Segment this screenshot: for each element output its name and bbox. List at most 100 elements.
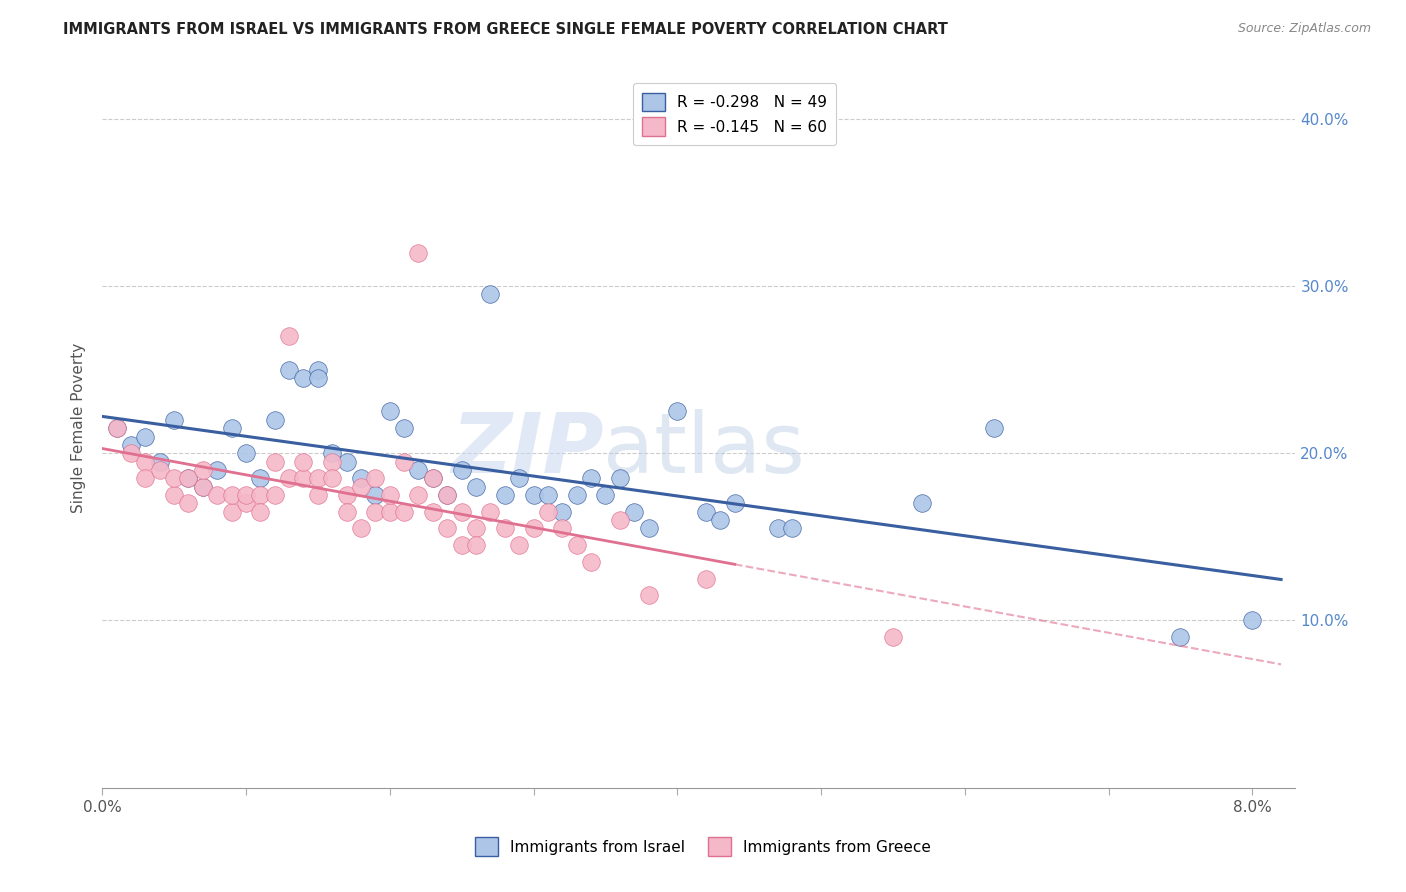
Point	[911, 496, 934, 510]
Point	[235, 446, 257, 460]
Text: Source: ZipAtlas.com: Source: ZipAtlas.com	[1237, 22, 1371, 36]
Point	[408, 245, 430, 260]
Point	[336, 505, 359, 519]
Point	[278, 329, 301, 343]
Point	[1241, 614, 1264, 628]
Point	[479, 287, 502, 301]
Point	[392, 454, 415, 468]
Point	[378, 505, 401, 519]
Point	[177, 471, 200, 485]
Point	[565, 488, 588, 502]
Point	[364, 471, 387, 485]
Point	[177, 496, 200, 510]
Point	[422, 471, 444, 485]
Point	[551, 505, 574, 519]
Point	[321, 471, 343, 485]
Point	[479, 505, 502, 519]
Point	[105, 421, 128, 435]
Point	[637, 521, 659, 535]
Point	[149, 463, 172, 477]
Point	[436, 488, 458, 502]
Point	[350, 480, 373, 494]
Point	[307, 371, 329, 385]
Point	[378, 404, 401, 418]
Point	[134, 429, 156, 443]
Point	[205, 463, 228, 477]
Y-axis label: Single Female Poverty: Single Female Poverty	[72, 343, 86, 513]
Point	[579, 471, 602, 485]
Point	[321, 454, 343, 468]
Point	[408, 463, 430, 477]
Point	[522, 521, 544, 535]
Point	[364, 505, 387, 519]
Text: ZIP: ZIP	[451, 409, 603, 491]
Legend: R = -0.298   N = 49, R = -0.145   N = 60: R = -0.298 N = 49, R = -0.145 N = 60	[633, 83, 837, 145]
Point	[221, 421, 243, 435]
Point	[494, 521, 516, 535]
Point	[623, 505, 645, 519]
Point	[450, 505, 472, 519]
Point	[465, 521, 488, 535]
Point	[422, 471, 444, 485]
Point	[292, 454, 315, 468]
Point	[177, 471, 200, 485]
Point	[120, 446, 142, 460]
Point	[191, 463, 214, 477]
Point	[595, 488, 617, 502]
Point	[249, 505, 271, 519]
Point	[249, 488, 271, 502]
Legend: Immigrants from Israel, Immigrants from Greece: Immigrants from Israel, Immigrants from …	[468, 831, 938, 862]
Point	[983, 421, 1005, 435]
Point	[522, 488, 544, 502]
Point	[292, 371, 315, 385]
Point	[191, 480, 214, 494]
Point	[321, 446, 343, 460]
Point	[278, 362, 301, 376]
Point	[350, 521, 373, 535]
Point	[149, 454, 172, 468]
Point	[637, 588, 659, 602]
Point	[408, 488, 430, 502]
Point	[221, 488, 243, 502]
Point	[307, 488, 329, 502]
Point	[422, 505, 444, 519]
Point	[392, 421, 415, 435]
Point	[537, 505, 560, 519]
Text: atlas: atlas	[603, 409, 806, 491]
Point	[378, 488, 401, 502]
Point	[537, 488, 560, 502]
Point	[336, 488, 359, 502]
Point	[307, 471, 329, 485]
Point	[709, 513, 731, 527]
Point	[436, 488, 458, 502]
Point	[695, 505, 717, 519]
Point	[392, 505, 415, 519]
Point	[609, 471, 631, 485]
Point	[508, 471, 530, 485]
Point	[235, 488, 257, 502]
Point	[263, 413, 285, 427]
Point	[292, 471, 315, 485]
Point	[163, 471, 186, 485]
Point	[609, 513, 631, 527]
Point	[882, 630, 904, 644]
Point	[465, 538, 488, 552]
Point	[336, 454, 359, 468]
Point	[191, 480, 214, 494]
Point	[782, 521, 804, 535]
Point	[364, 488, 387, 502]
Point	[263, 488, 285, 502]
Point	[134, 454, 156, 468]
Point	[205, 488, 228, 502]
Point	[766, 521, 789, 535]
Point	[163, 488, 186, 502]
Point	[263, 454, 285, 468]
Point	[465, 480, 488, 494]
Point	[666, 404, 689, 418]
Text: IMMIGRANTS FROM ISRAEL VS IMMIGRANTS FROM GREECE SINGLE FEMALE POVERTY CORRELATI: IMMIGRANTS FROM ISRAEL VS IMMIGRANTS FRO…	[63, 22, 948, 37]
Point	[163, 413, 186, 427]
Point	[695, 572, 717, 586]
Point	[450, 463, 472, 477]
Point	[724, 496, 747, 510]
Point	[551, 521, 574, 535]
